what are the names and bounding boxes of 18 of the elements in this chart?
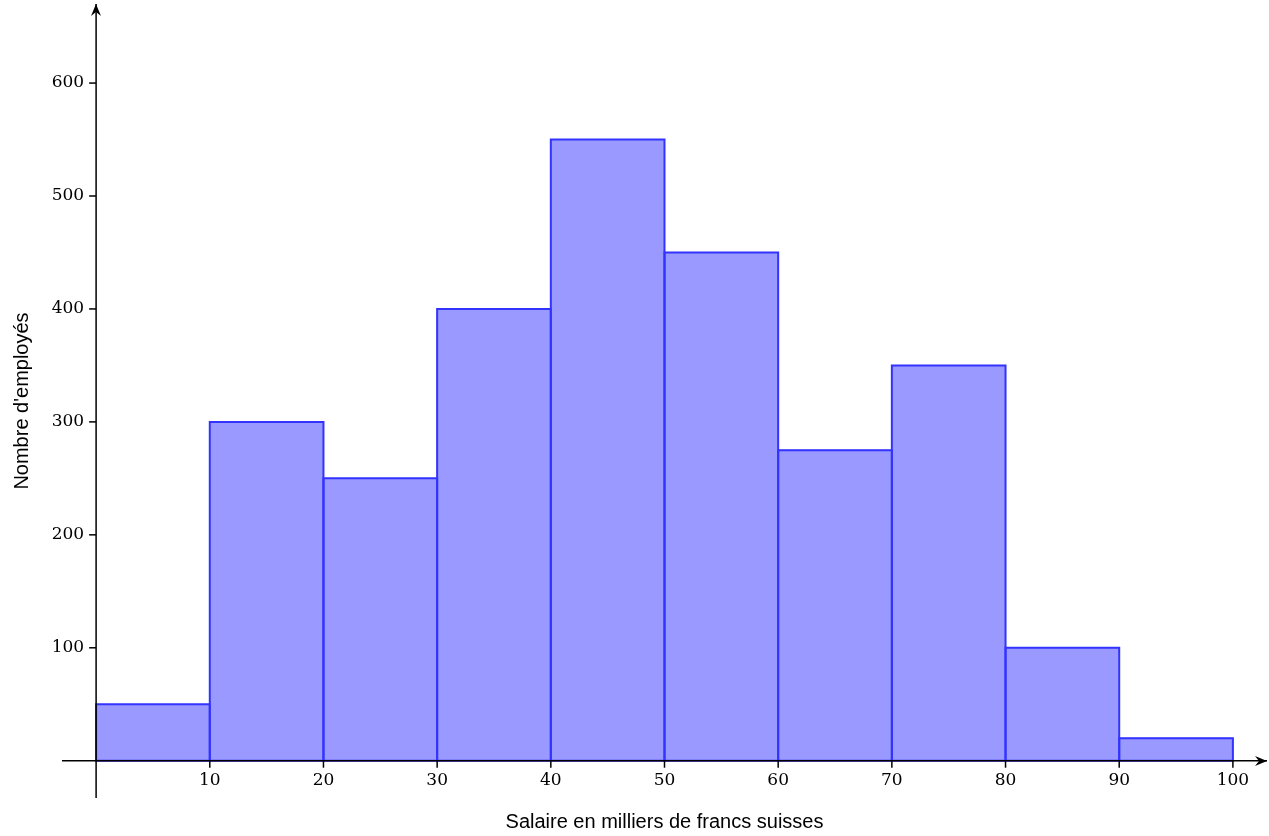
x-tick-label: 10	[198, 768, 221, 789]
x-tick-label: 100	[1216, 768, 1250, 789]
x-tick-label: 60	[767, 768, 789, 789]
y-tick-label: 100	[51, 636, 85, 657]
x-tick-label: 20	[312, 768, 335, 789]
x-tick-label: 30	[426, 768, 448, 789]
y-axis-title: Nombre d'employés	[9, 312, 32, 490]
x-tick-label: 50	[653, 768, 676, 789]
x-tick-label: 80	[994, 768, 1017, 789]
x-tick-label: 40	[540, 768, 562, 789]
x-tick-label: 70	[881, 768, 903, 789]
y-tick-label: 400	[51, 297, 85, 318]
y-tick-label: 200	[51, 523, 85, 544]
y-tick-label: 500	[51, 184, 85, 205]
x-axis-title: Salaire en milliers de francs suisses	[505, 809, 824, 832]
y-tick-label: 600	[51, 71, 85, 92]
x-tick-label: 90	[1108, 768, 1131, 789]
y-tick-label: 300	[51, 410, 85, 431]
